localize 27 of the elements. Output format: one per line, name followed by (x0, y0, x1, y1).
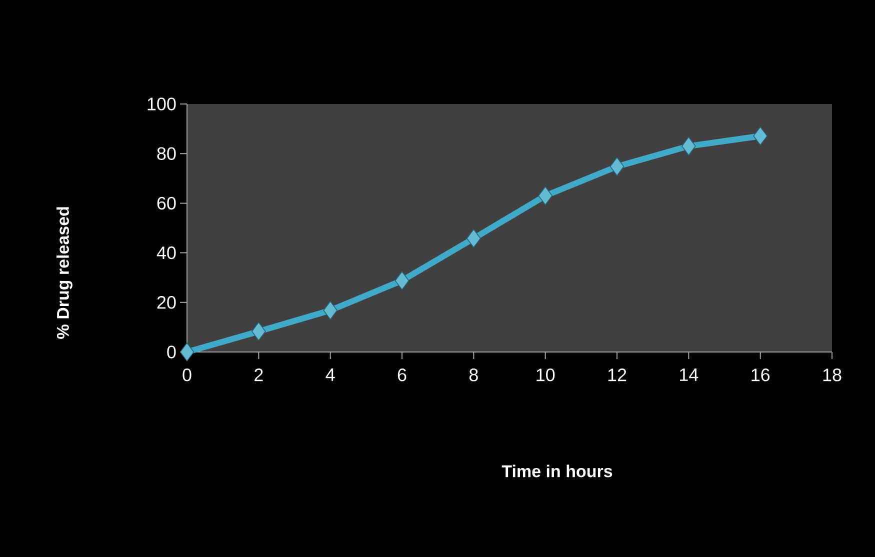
y-tick-label: 100 (148, 98, 176, 110)
point (466, 229, 481, 248)
point (682, 136, 696, 156)
y-axis-title: % Drug released (56, 207, 72, 339)
x-tick-label: 2 (254, 368, 263, 382)
y-tick-label: 20 (157, 296, 176, 309)
x-tick-label: 0 (182, 368, 192, 382)
x-tick-label: 18 (823, 368, 842, 382)
point (753, 126, 768, 146)
x-tick-label: 8 (469, 368, 478, 382)
x-axis-title: Time in hours (502, 464, 612, 478)
x-tick-label: 12 (608, 368, 626, 382)
x-tick-label: 4 (326, 368, 335, 381)
y-tick-label: 0 (167, 346, 176, 358)
point (252, 322, 266, 341)
point (394, 271, 410, 290)
y-tick-label: 80 (157, 147, 176, 160)
point (180, 342, 194, 362)
x-tick-label: 16 (752, 368, 770, 382)
x-tick-label: 6 (398, 368, 406, 382)
y-tick-label: 40 (156, 246, 176, 260)
x-tick-label: 10 (536, 368, 555, 382)
x-tick-label: 14 (680, 368, 698, 381)
y-tick-label: 60 (157, 196, 176, 210)
point (538, 186, 552, 206)
point (323, 300, 338, 320)
point (610, 157, 624, 176)
